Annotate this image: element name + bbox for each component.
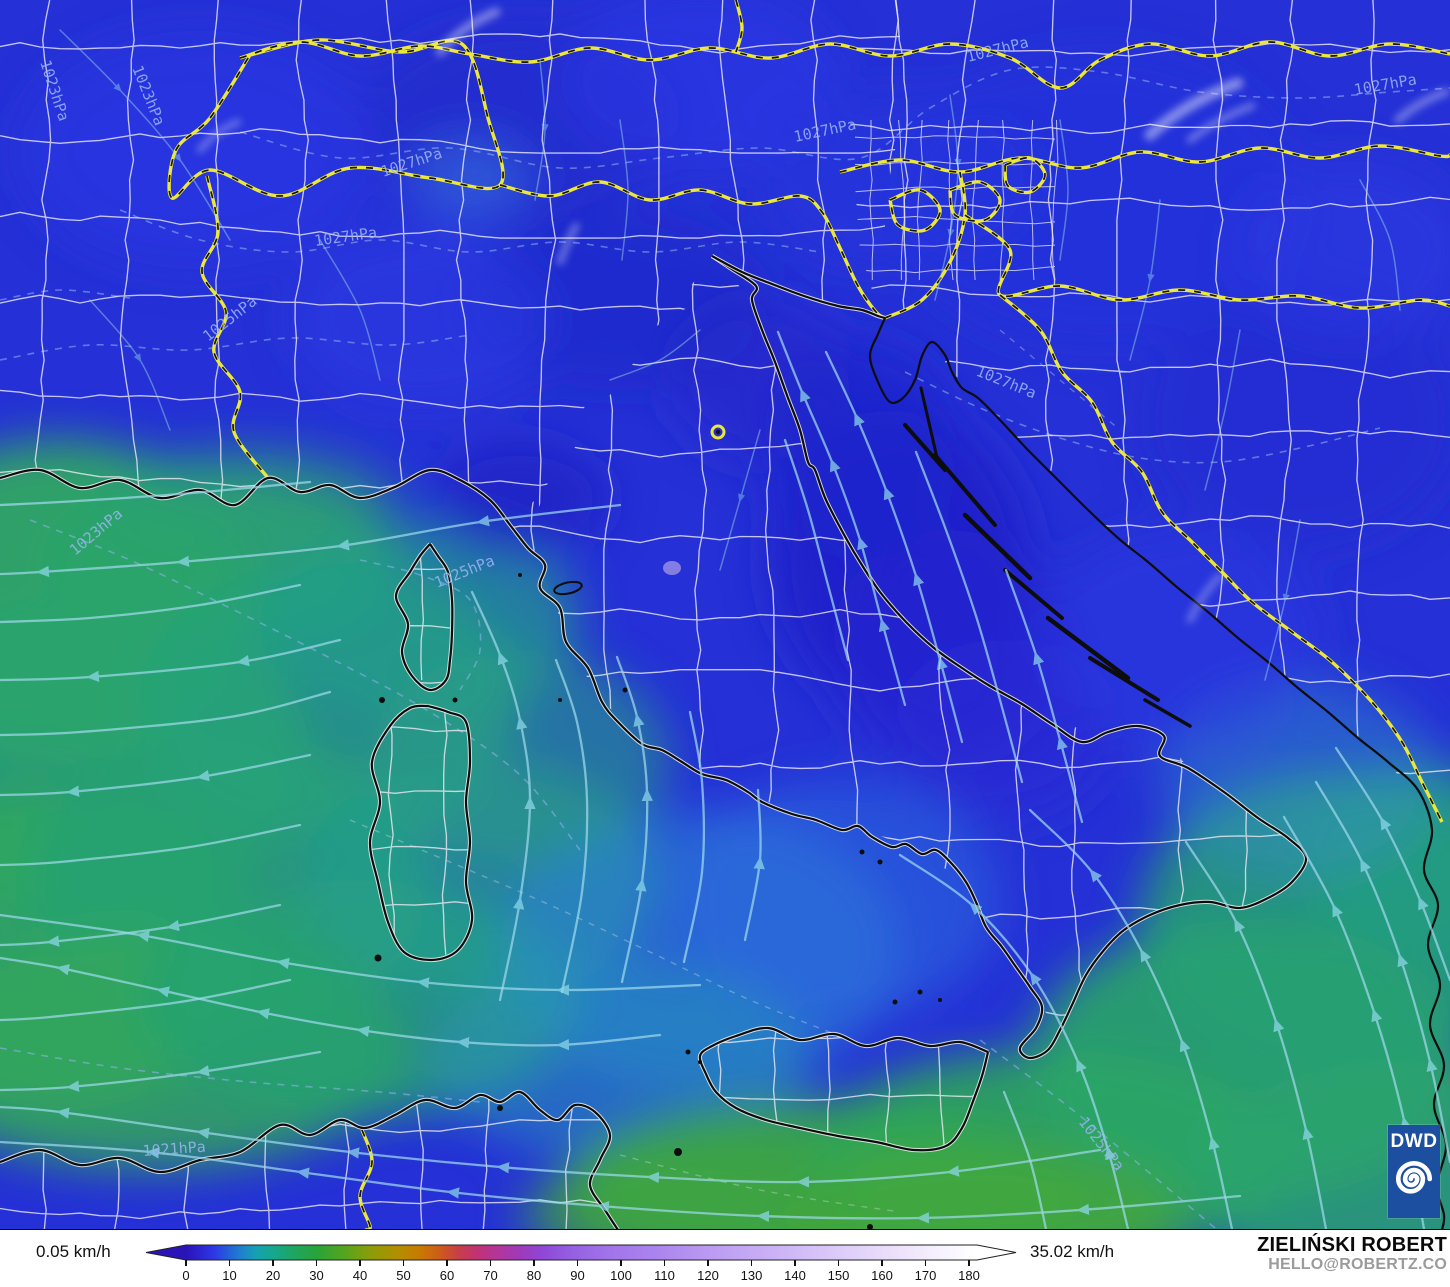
legend-colorbar xyxy=(145,1244,1017,1261)
legend-bar: 0.05 km/h 0 10 20 30 40 50 60 70 80 90 100 110 120 13… xyxy=(0,1232,1450,1287)
attribution-email: HELLO@ROBERTZ.CO xyxy=(1268,1256,1447,1274)
dwd-logo-text: DWD xyxy=(1390,1131,1438,1152)
anomaly-spot xyxy=(663,561,681,575)
map-frame-line xyxy=(0,1229,1450,1230)
attribution: ZIELIŃSKI ROBERT HELLO@ROBERTZ.CO xyxy=(1257,1234,1447,1274)
dwd-logo: DWD xyxy=(1388,1125,1440,1218)
san-marino-ring xyxy=(710,424,726,440)
wind-speed-map[interactable]: 1023hPa 1023hPa 1027hPa 1027hPa 1025hPa 1027h… xyxy=(0,0,1450,1230)
map-canvas: 1023hPa 1023hPa1027hPa1027hPa1025hPa1027h… xyxy=(0,0,1450,1230)
isobar-label: 1021hPa xyxy=(142,1138,206,1160)
dwd-spiral-icon xyxy=(1395,1161,1433,1194)
cloud-wisps xyxy=(196,7,1450,624)
attribution-name: ZIELIŃSKI ROBERT xyxy=(1257,1234,1447,1256)
legend-max-label: 35.02 km/h xyxy=(1030,1242,1115,1261)
wind-streamlines xyxy=(0,29,1450,1230)
legend-min-label: 0.05 km/h xyxy=(36,1242,111,1261)
legend-ticks: 0 10 20 30 40 50 60 70 80 90 100 110 120 130 140 150 160… xyxy=(182,1260,980,1283)
